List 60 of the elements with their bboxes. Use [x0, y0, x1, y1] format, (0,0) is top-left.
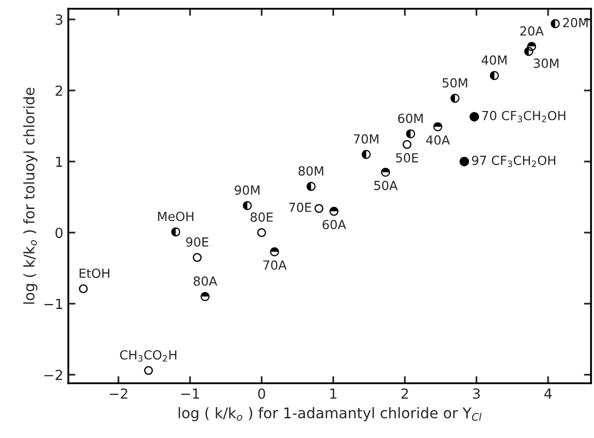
x-tick-label: 3: [473, 388, 480, 399]
point: [450, 94, 460, 103]
point: [381, 168, 390, 177]
y-tick-label: −1: [44, 298, 62, 309]
point: [257, 228, 266, 238]
x-tick-label: 4: [544, 388, 552, 399]
point: [171, 227, 180, 236]
y-tick-label: 3: [56, 14, 62, 25]
annotation: 90E: [186, 237, 208, 247]
point: [242, 201, 252, 210]
annotation: 20A: [520, 26, 544, 36]
annotation: 30M: [534, 58, 558, 68]
point: [306, 182, 316, 191]
annotation: 50M: [442, 78, 468, 88]
annotation: 60M: [398, 114, 423, 124]
annotation: 70A: [263, 260, 287, 270]
x-axis-title: log ( k/k$_{o}$ ) for 1-adamantyl chloride or Y$_{Cl}$: [178, 407, 482, 422]
annotation: 80M: [298, 166, 324, 176]
annotation: 60A: [322, 220, 346, 230]
annotation: 70M: [354, 134, 378, 144]
y-tick-label: 1: [56, 156, 62, 167]
point: [78, 284, 88, 294]
annotation: CH$_{3}$CO$_{2}$H: [120, 350, 176, 362]
point: [433, 122, 442, 132]
annotation: 70E: [289, 202, 312, 212]
point: [192, 253, 202, 262]
point: [200, 292, 210, 302]
point: [362, 150, 371, 159]
x-tick-label: −1: [181, 388, 199, 399]
point: [459, 156, 470, 166]
point: [470, 112, 480, 122]
annotation: EtOH: [80, 268, 110, 278]
annotation: 50A: [374, 180, 398, 190]
x-tick-label: 0: [258, 388, 266, 399]
x-tick-label: 2: [401, 388, 408, 399]
y-tick-label: −2: [44, 370, 62, 380]
point: [270, 247, 280, 256]
annotation: MeOH: [158, 212, 194, 222]
annotation: 70 CF$_{3}$CH$_{2}$OH: [482, 110, 566, 122]
annotation: 20M: [563, 18, 588, 28]
point: [490, 71, 499, 80]
point: [329, 206, 338, 216]
annotation: 40A: [426, 135, 450, 145]
point: [550, 19, 560, 28]
point: [144, 366, 153, 375]
annotation: 80E: [250, 212, 273, 222]
x-tick-label: 1: [330, 388, 336, 399]
y-tick-label: 2: [56, 85, 62, 96]
annotation: 50E: [396, 153, 418, 162]
point: [406, 129, 416, 138]
annotation: 97 CF$_{3}$CH$_{2}$OH: [472, 156, 556, 168]
point: [402, 140, 412, 149]
y-tick-label: 0: [56, 228, 63, 238]
annotation: 90M: [234, 185, 260, 195]
annotation: 40M: [482, 55, 506, 65]
y-axis-title: log ( k/k$_{o}$ ) for toluoyl chloride: [23, 88, 38, 304]
point: [314, 204, 324, 213]
point: [527, 42, 536, 51]
annotation: 80A: [194, 276, 218, 286]
x-tick-label: −2: [110, 388, 128, 399]
